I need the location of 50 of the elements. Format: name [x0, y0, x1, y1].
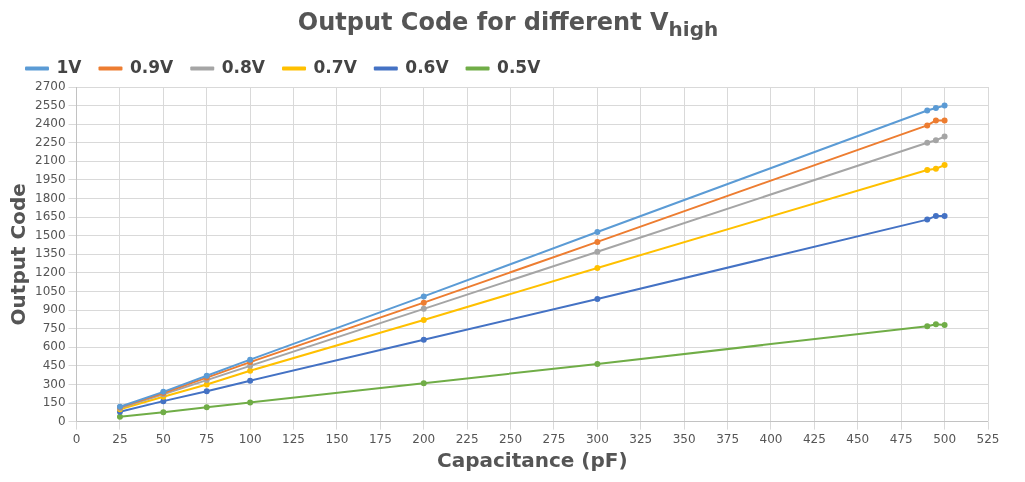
legend-label: 0.7V	[313, 56, 358, 77]
x-tick-label: 350	[672, 431, 696, 446]
y-tick-label: 1500	[34, 227, 66, 242]
x-tick-label: 275	[542, 431, 566, 446]
legend-label: 0.8V	[221, 56, 266, 77]
y-tick-label: 1950	[34, 172, 66, 187]
x-tick-label: 0	[72, 431, 81, 446]
y-tick-label: 2700	[34, 79, 66, 94]
y-tick-label: 750	[42, 320, 66, 335]
x-tick-label: 325	[629, 431, 653, 446]
x-tick-label: 200	[412, 431, 436, 446]
y-tick-label: 1650	[34, 209, 66, 224]
x-tick-label: 300	[585, 431, 609, 446]
y-tick-label: 0	[57, 413, 66, 428]
x-tick-label: 125	[282, 431, 306, 446]
legend-label: 0.5V	[497, 56, 542, 77]
legend-label: 1V	[56, 56, 83, 77]
x-tick-label: 50	[155, 431, 171, 446]
x-tick-label: 100	[238, 431, 262, 446]
x-tick-label: 225	[455, 431, 479, 446]
chart-title: Output Code for different V$_{high}$	[296, 8, 720, 42]
y-tick-label: 600	[42, 339, 66, 354]
y-tick-label: 1050	[34, 283, 66, 298]
x-tick-label: 500	[933, 431, 957, 446]
y-tick-label: 2550	[34, 97, 66, 112]
x-tick-label: 150	[325, 431, 349, 446]
y-tick-label: 1800	[34, 190, 66, 205]
y-tick-label: 450	[42, 357, 66, 372]
y-tick-label: 1350	[34, 246, 66, 261]
x-tick-label: 450	[846, 431, 870, 446]
x-tick-label: 175	[368, 431, 392, 446]
x-tick-label: 25	[112, 431, 128, 446]
y-tick-label: 2400	[34, 116, 66, 131]
legend-label: 0.6V	[405, 56, 450, 77]
y-tick-label: 2100	[34, 153, 66, 168]
y-tick-label: 1200	[34, 265, 66, 280]
y-axis-title: Output Code	[6, 183, 31, 326]
y-tick-label: 2250	[34, 134, 66, 149]
x-tick-label: 525	[976, 431, 1000, 446]
y-tick-label: 900	[42, 302, 66, 317]
x-axis-title: Capacitance (pF)	[436, 448, 628, 473]
x-tick-label: 400	[759, 431, 783, 446]
x-tick-label: 375	[716, 431, 740, 446]
legend-label: 0.9V	[129, 56, 175, 77]
x-tick-label: 250	[499, 431, 523, 446]
x-tick-label: 75	[199, 431, 215, 446]
x-tick-label: 475	[889, 431, 913, 446]
x-tick-label: 425	[802, 431, 826, 446]
y-tick-label: 300	[42, 376, 66, 391]
y-tick-label: 150	[42, 395, 66, 410]
